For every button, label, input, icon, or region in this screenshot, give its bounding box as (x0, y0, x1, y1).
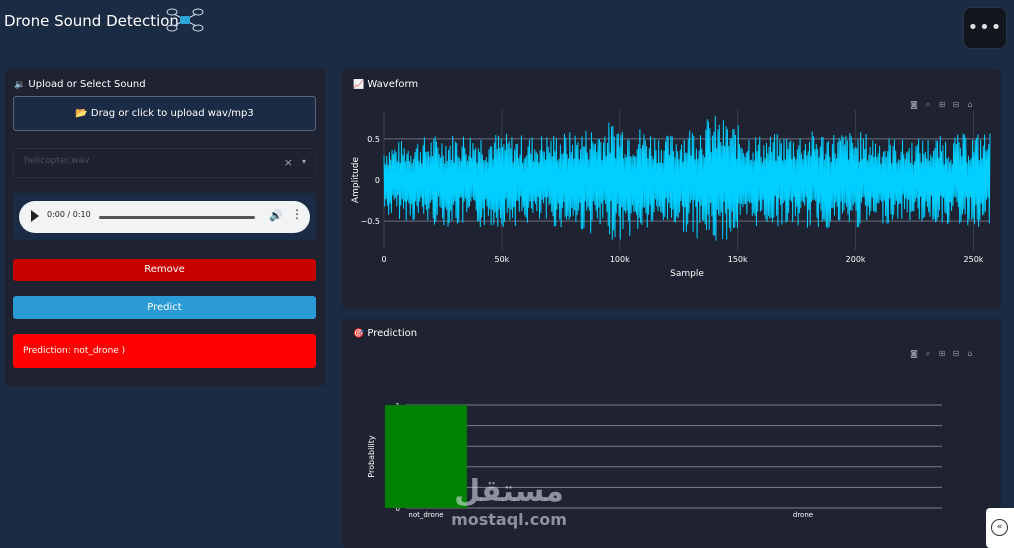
zoom-icon[interactable]: ⌕ (925, 100, 931, 109)
home-icon[interactable]: ⌂ (967, 100, 973, 109)
prediction-toolbar: ◙ ⌕ ⊞ ⊟ ⌂ (909, 349, 975, 359)
waveform-toolbar: ◙ ⌕ ⊞ ⊟ ⌂ (909, 100, 975, 110)
y-axis-label: Amplitude (351, 156, 361, 203)
audio-seek-bar[interactable] (99, 216, 255, 219)
volume-icon[interactable]: 🔊 (269, 209, 283, 222)
sound-select-value: helicopter.wav (24, 156, 90, 166)
x-tick-label: 200k (846, 255, 866, 264)
waveform-series-line (383, 115, 991, 241)
zoom-in-icon[interactable]: ⊞ (938, 349, 946, 358)
bar-not_drone (385, 405, 467, 508)
x-tick-label: 250k (964, 255, 984, 264)
home-icon[interactable]: ⌂ (967, 349, 973, 358)
audio-player[interactable]: 0:00 / 0:10 🔊 ⋮ (19, 201, 310, 233)
category-label: not_drone (408, 511, 443, 519)
zoom-icon[interactable]: ⌕ (925, 349, 931, 358)
clear-icon[interactable]: × (283, 156, 293, 169)
audio-container: 0:00 / 0:10 🔊 ⋮ (13, 193, 316, 240)
camera-icon[interactable]: ◙ (910, 100, 918, 109)
main-menu-button[interactable]: ••• (963, 7, 1007, 49)
upload-dropzone[interactable]: 📂 Drag or click to upload wav/mp3 (13, 96, 316, 131)
collapse-sidebar-button[interactable]: « (986, 508, 1014, 548)
zoom-out-icon[interactable]: ⊟ (952, 349, 960, 358)
predict-button[interactable]: Predict (13, 296, 316, 319)
waveform-start-point (385, 177, 391, 183)
upload-panel-title: Upload or Select Sound (28, 79, 146, 90)
double-chevron-left-icon: « (991, 519, 1008, 536)
sound-select[interactable]: helicopter.wav × ▾ (13, 148, 316, 178)
watermark-arabic: مستقل (454, 474, 564, 509)
x-tick-label: 150k (728, 255, 748, 264)
x-tick-label: 100k (610, 255, 630, 264)
category-label: drone (793, 511, 813, 519)
zoom-out-icon[interactable]: ⊟ (952, 100, 960, 109)
camera-icon[interactable]: ◙ (910, 349, 918, 358)
watermark-latin: mostaql.com (451, 510, 567, 529)
upload-panel-heading: 🔉 Upload or Select Sound (14, 79, 146, 90)
x-tick-label: 50k (494, 255, 509, 264)
y-tick-label: 0 (375, 176, 380, 185)
y-axis-label: Probability (367, 435, 376, 478)
chevron-down-icon[interactable]: ▾ (301, 157, 306, 166)
more-vertical-icon[interactable]: ⋮ (291, 207, 303, 221)
zoom-in-icon[interactable]: ⊞ (938, 100, 946, 109)
chart-icon: 📈 (353, 80, 365, 90)
audio-time: 0:00 / 0:10 (47, 210, 91, 219)
drone-icon (166, 8, 204, 32)
y-tick-label: −0.5 (361, 217, 380, 226)
x-tick-label: 0 (381, 255, 386, 264)
prediction-title: Prediction (367, 328, 418, 339)
waveform-chart[interactable]: 0 50k 100k 150k 200k 250k 0.5 0 −0.5 Sample Amplit… (342, 100, 1001, 290)
prediction-result: Prediction: not_drone ) (13, 334, 316, 368)
waveform-title: Waveform (367, 79, 419, 90)
speaker-icon: 🔉 (14, 80, 26, 90)
prediction-heading: 🎯 Prediction (353, 328, 417, 339)
page-title: Drone Sound Detection (4, 12, 179, 30)
target-icon: 🎯 (353, 329, 365, 339)
play-icon[interactable] (31, 210, 39, 222)
y-tick-label: 0.5 (367, 135, 380, 144)
watermark: مستقل mostaql.com (444, 476, 574, 528)
waveform-heading: 📈 Waveform (353, 79, 418, 90)
remove-button[interactable]: Remove (13, 259, 316, 281)
x-axis-label: Sample (670, 269, 704, 279)
y-tick-label: 0 (396, 505, 400, 513)
